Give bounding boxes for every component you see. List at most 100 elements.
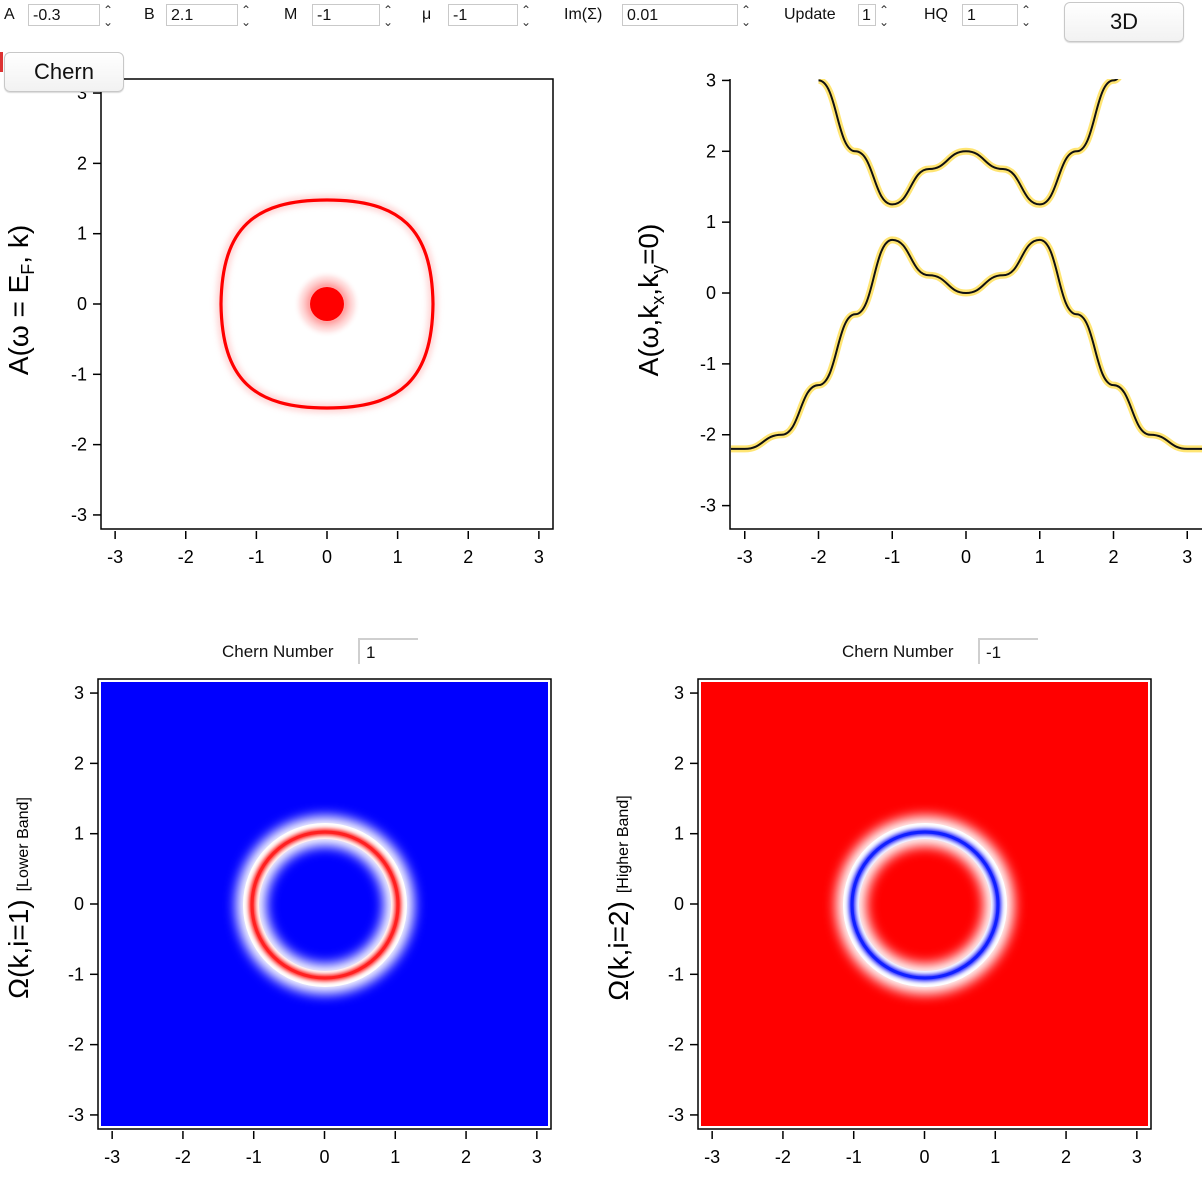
chern-number-field-higher[interactable]: -1 (978, 638, 1038, 664)
stepper-down-icon[interactable]: ⌄ (741, 15, 752, 29)
y-tick-label: -2 (668, 1035, 684, 1055)
param-imsigma-label: Im(Σ) (564, 6, 603, 23)
x-tick-label: -1 (846, 1147, 862, 1167)
x-tick-label: -2 (775, 1147, 791, 1167)
param-b-label: B (144, 6, 155, 23)
stepper-up-icon[interactable]: ⌃ (741, 3, 752, 17)
stepper-up-icon[interactable]: ⌃ (103, 3, 114, 17)
chern-button[interactable]: Chern (4, 52, 124, 92)
dispersion-plot (731, 79, 1202, 453)
param-a: A -0.3 ⌃ ⌄ (4, 2, 122, 30)
y-tick-label: -2 (71, 435, 87, 455)
x-tick-label: 0 (919, 1147, 929, 1167)
window-edge-marker (0, 52, 3, 72)
y-tick-label: -2 (68, 1035, 84, 1055)
berry-lower-panel: -3 -2 -1 0 1 2 3 3 2 1 0 -1 -2 -3 Ω(k,i=1)[Lower Band… (3, 678, 552, 1167)
param-hq: HQ 1 ⌃ ⌄ (924, 2, 1044, 30)
y-tick-label: -1 (68, 964, 84, 984)
chern-number-label-lower: Chern Number (222, 642, 334, 661)
y-tick-label: 3 (74, 683, 84, 703)
band-2-glow (731, 236, 1202, 453)
x-tick-label: 2 (1108, 547, 1118, 567)
param-mu-label: μ (422, 6, 432, 23)
dispersion-axes: -3 -2 -1 0 1 2 3 3 2 1 0 -1 -2 -3 (700, 70, 1192, 567)
param-mu-stepper[interactable]: ⌃ ⌄ (518, 2, 538, 30)
x-tick-label: 1 (1035, 547, 1045, 567)
y-tick-label: -1 (700, 354, 716, 374)
param-hq-field[interactable]: 1 (962, 4, 1018, 26)
berry-lower-ring-accent (250, 830, 400, 980)
y-tick-label: 0 (74, 894, 84, 914)
param-update-field[interactable]: 1 (858, 4, 876, 26)
stepper-down-icon[interactable]: ⌄ (241, 15, 252, 29)
y-tick-label: -3 (71, 505, 87, 525)
param-imsigma: Im(Σ) 0.01 ⌃ ⌄ (564, 2, 764, 30)
stepper-up-icon[interactable]: ⌃ (383, 3, 394, 17)
berry-higher-axes: -3 -2 -1 0 1 2 3 3 2 1 0 -1 -2 -3 (668, 683, 1142, 1167)
param-b-field[interactable]: 2.1 (166, 4, 238, 26)
param-m-field[interactable]: -1 (312, 4, 380, 26)
berry-higher-panel: -3 -2 -1 0 1 2 3 3 2 1 0 -1 -2 -3 Ω(k,i=2)[Higher Ban… (603, 678, 1152, 1167)
stepper-down-icon[interactable]: ⌄ (1021, 15, 1032, 29)
y-tick-label: 1 (77, 224, 87, 244)
fermi-surface-axes: -3 -2 -1 0 1 2 3 3 2 1 0 -1 -2 -3 (71, 83, 544, 567)
y-tick-label: 1 (706, 212, 716, 232)
y-tick-label: 1 (674, 824, 684, 844)
y-tick-label: 3 (706, 70, 716, 90)
param-imsigma-field[interactable]: 0.01 (622, 4, 738, 26)
param-a-label: A (4, 6, 15, 23)
y-tick-label: 2 (674, 753, 684, 773)
stepper-down-icon[interactable]: ⌄ (879, 15, 890, 29)
y-tick-label: 0 (77, 294, 87, 314)
param-m-stepper[interactable]: ⌃ ⌄ (380, 2, 400, 30)
y-tick-label: 0 (674, 894, 684, 914)
param-mu-field[interactable]: -1 (448, 4, 518, 26)
berry-higher-ylabel: Ω(k,i=2)[Higher Band] (603, 795, 634, 1000)
stepper-down-icon[interactable]: ⌄ (383, 15, 394, 29)
x-tick-label: 3 (1132, 1147, 1142, 1167)
param-hq-label: HQ (924, 6, 948, 23)
y-tick-label: 2 (74, 753, 84, 773)
parameter-toolbar: A -0.3 ⌃ ⌄ B 2.1 ⌃ ⌄ M -1 ⌃ ⌄ μ -1 ⌃ ⌄ I… (0, 0, 1202, 42)
x-tick-label: -2 (178, 547, 194, 567)
stepper-down-icon[interactable]: ⌄ (521, 15, 532, 29)
fermi-surface-panel: -3 -2 -1 0 1 2 3 3 2 1 0 -1 -2 -3 A(ω = EF, k) (3, 78, 554, 567)
x-tick-label: 3 (1182, 547, 1192, 567)
x-tick-label: -2 (810, 547, 826, 567)
y-tick-label: 0 (706, 283, 716, 303)
x-tick-label: 0 (961, 547, 971, 567)
fermi-ring (219, 198, 435, 410)
param-a-stepper[interactable]: ⌃ ⌄ (100, 2, 120, 30)
y-tick-label: 1 (74, 824, 84, 844)
y-tick-label: -3 (668, 1105, 684, 1125)
berry-lower-background (101, 682, 548, 1126)
x-tick-label: -2 (175, 1147, 191, 1167)
x-tick-label: 0 (322, 547, 332, 567)
param-update: Update 1 ⌃ ⌄ (784, 2, 904, 30)
stepper-down-icon[interactable]: ⌄ (103, 15, 114, 29)
param-a-field[interactable]: -0.3 (28, 4, 100, 26)
x-tick-label: -1 (246, 1147, 262, 1167)
x-tick-label: -3 (704, 1147, 720, 1167)
chern-number-field-lower[interactable]: 1 (358, 638, 418, 664)
chern-number-label-higher: Chern Number (842, 642, 954, 661)
band-1-line (818, 79, 1119, 206)
3d-button[interactable]: 3D (1064, 2, 1184, 42)
x-tick-label: -3 (737, 547, 753, 567)
stepper-up-icon[interactable]: ⌃ (241, 3, 252, 17)
y-tick-label: 2 (706, 141, 716, 161)
param-hq-stepper[interactable]: ⌃ ⌄ (1018, 2, 1038, 30)
x-tick-label: -1 (884, 547, 900, 567)
param-update-stepper[interactable]: ⌃ ⌄ (876, 2, 896, 30)
fermi-surface-ylabel: A(ω = EF, k) (3, 225, 38, 375)
param-imsigma-stepper[interactable]: ⌃ ⌄ (738, 2, 758, 30)
stepper-up-icon[interactable]: ⌃ (879, 3, 890, 17)
y-tick-label: 3 (77, 83, 87, 103)
stepper-up-icon[interactable]: ⌃ (1021, 3, 1032, 17)
y-tick-label: -1 (71, 364, 87, 384)
y-tick-label: -3 (700, 496, 716, 516)
param-b-stepper[interactable]: ⌃ ⌄ (238, 2, 258, 30)
stepper-up-icon[interactable]: ⌃ (521, 3, 532, 17)
x-tick-label: 2 (463, 547, 473, 567)
